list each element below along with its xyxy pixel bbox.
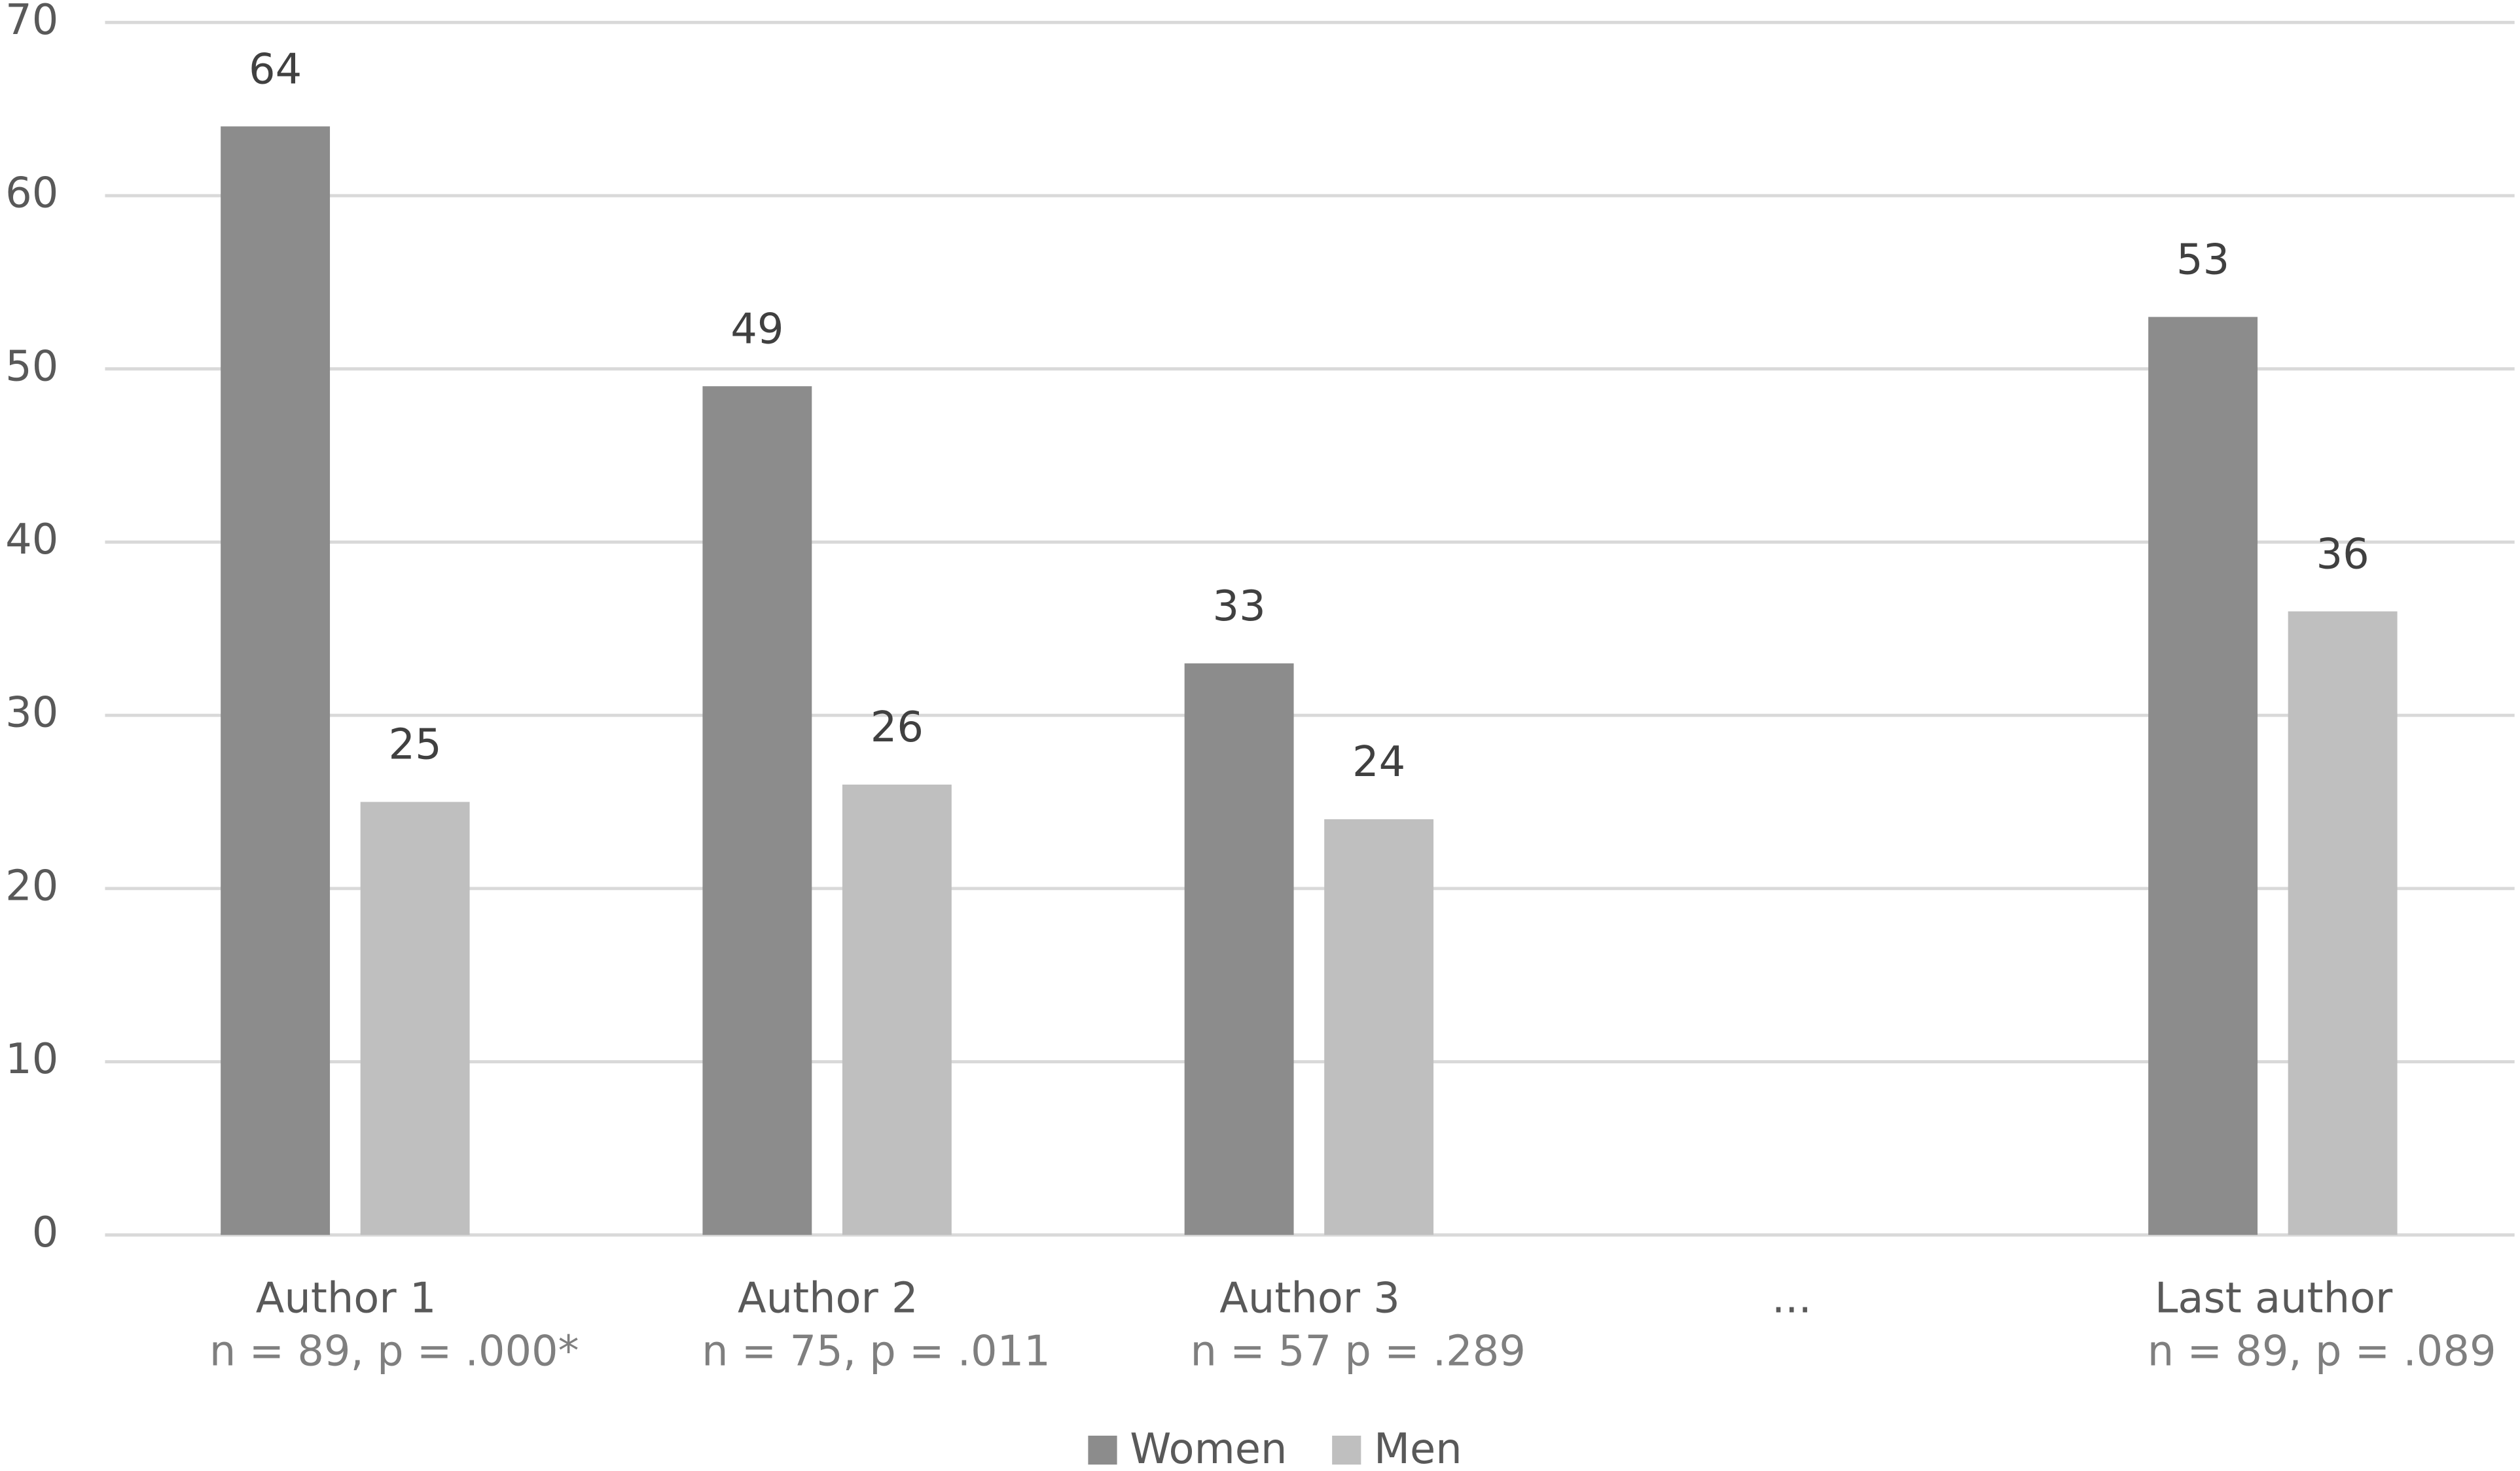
x-tick-label: Author 3 [1219, 1274, 1400, 1322]
value-label: 53 [2176, 236, 2229, 284]
y-tick-label: 30 [5, 689, 58, 737]
value-label: 24 [1352, 738, 1405, 787]
x-tick-label: Author 1 [256, 1274, 437, 1322]
y-tick-label: 70 [5, 0, 58, 44]
bar [1324, 819, 1434, 1235]
bar [2288, 611, 2398, 1235]
legend-swatch [1332, 1436, 1361, 1465]
y-tick-label: 20 [5, 862, 58, 910]
y-tick-label: 10 [5, 1035, 58, 1084]
y-tick-label: 40 [5, 516, 58, 564]
category-note: n = 89, p = .000* [209, 1327, 579, 1375]
bar [360, 802, 470, 1235]
value-label: 26 [871, 703, 924, 752]
category-note: n = 75, p = .011 [702, 1327, 1051, 1375]
x-tick-label: Author 2 [738, 1274, 918, 1322]
value-label: 49 [730, 305, 783, 353]
legend-swatch [1088, 1436, 1117, 1465]
y-tick-label: 50 [5, 342, 58, 391]
bar [842, 785, 952, 1235]
x-tick-label: ... [1772, 1274, 1812, 1322]
category-note: n = 89, p = .089 [2148, 1327, 2496, 1375]
legend-label: Men [1374, 1425, 1462, 1471]
value-label: 33 [1213, 582, 1266, 631]
bar [702, 386, 812, 1235]
value-label: 64 [249, 45, 302, 94]
legend-label: Women [1130, 1425, 1287, 1471]
bar [2148, 317, 2258, 1235]
y-tick-label: 60 [5, 169, 58, 218]
value-label: 36 [2316, 530, 2369, 578]
bar [1184, 663, 1294, 1235]
x-tick-label: Last author [2155, 1274, 2393, 1322]
value-label: 25 [389, 721, 442, 770]
bar [221, 126, 331, 1235]
category-note: n = 57 p = .289 [1190, 1327, 1525, 1375]
y-tick-label: 0 [32, 1209, 59, 1257]
